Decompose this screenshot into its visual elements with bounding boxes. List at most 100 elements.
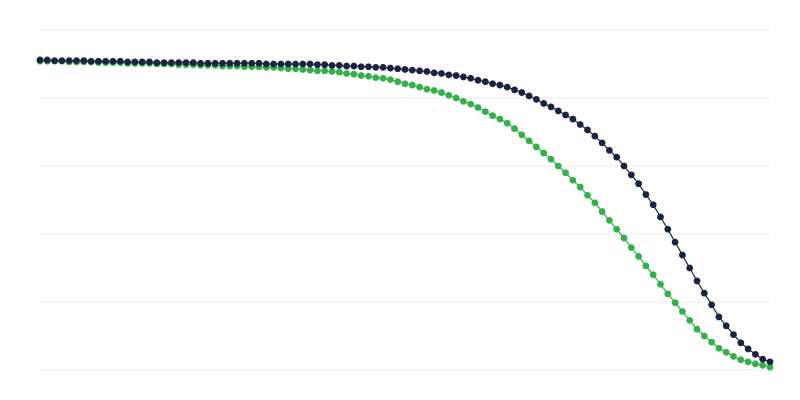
data-point [759,361,767,369]
data-point [598,208,606,215]
data-point [284,65,292,73]
data-point [95,57,102,65]
data-point [408,81,416,89]
data-point [43,56,51,64]
data-point [649,271,657,279]
data-point [321,67,329,75]
series-1 [36,56,774,366]
data-point [401,66,409,73]
data-point [679,308,686,315]
data-point [584,126,591,134]
data-point [576,121,584,128]
data-point [540,149,548,157]
data-point [189,59,197,67]
data-point [737,339,745,347]
data-point [752,350,759,358]
data-point [233,59,241,67]
data-point [722,348,730,356]
data-point [562,169,569,177]
data-point [438,89,445,96]
data-point [620,162,628,170]
data-point [576,183,584,191]
data-point [430,69,438,77]
gridlines [40,29,770,371]
data-point [503,83,511,91]
data-point [518,131,526,139]
data-point [518,89,526,96]
data-point [387,64,394,72]
data-point [511,86,518,94]
data-point [700,332,708,340]
data-point [481,78,489,86]
data-point [467,74,475,82]
data-point [182,59,190,67]
data-point [657,213,664,221]
data-point [58,57,66,64]
data-point [737,356,745,364]
data-point [328,68,336,75]
series-layer [36,56,774,371]
data-point [562,111,569,119]
data-point [452,94,460,102]
data-point [416,67,423,75]
data-point [744,345,752,353]
data-point [686,316,694,324]
data-point [394,78,402,86]
data-point [598,139,606,147]
data-point [379,74,387,82]
data-point [146,58,153,66]
data-point [445,91,453,99]
data-point [657,280,664,288]
data-point [708,301,715,309]
data-point [321,61,329,69]
data-point [175,59,183,67]
data-point [116,57,124,65]
data-point [204,59,212,67]
data-point [255,59,263,67]
data-point [664,225,672,233]
data-point [394,65,402,73]
data-point [387,76,394,84]
data-point [627,171,635,179]
data-point [766,358,774,366]
data-point [467,100,475,108]
data-point [642,191,650,198]
data-point [700,289,708,297]
data-point [671,299,679,307]
data-point [511,125,518,132]
data-point [109,57,117,65]
data-point [547,103,555,111]
data-point [686,264,694,272]
data-point [357,72,365,79]
data-point [343,70,350,77]
data-point [87,57,95,65]
data-point [671,238,679,246]
data-point [708,338,715,346]
data-point [401,80,409,88]
data-point [292,65,299,73]
data-point [730,353,737,360]
data-point [226,59,234,67]
data-point [335,68,343,76]
data-point [379,64,387,71]
data-point [299,60,307,68]
data-point [416,83,423,91]
data-point [554,162,562,170]
data-point [606,217,613,224]
data-point [138,58,146,66]
data-point [335,61,343,69]
data-point [635,180,642,188]
data-point [51,57,58,64]
data-point [452,72,460,79]
data-point [693,277,701,285]
data-point [270,60,277,68]
data-point [350,62,358,70]
data-point [197,59,205,67]
data-point [306,60,314,68]
series-0 [36,57,774,371]
data-point [715,313,723,321]
data-point [306,66,314,74]
data-point [65,57,73,64]
data-point [343,62,350,70]
data-point [569,176,577,184]
